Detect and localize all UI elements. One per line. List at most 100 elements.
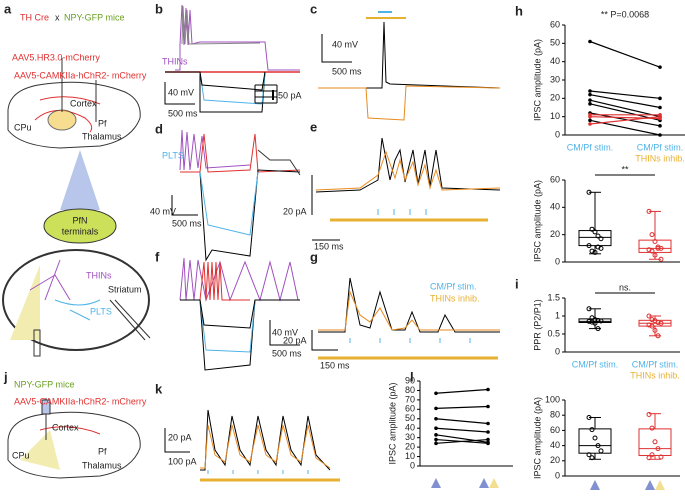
point — [434, 406, 438, 411]
panel-label: j — [3, 369, 8, 384]
point — [592, 320, 598, 326]
legend-entry: CM/Pf stim. — [430, 281, 477, 291]
point — [588, 98, 592, 102]
point — [652, 239, 658, 244]
point — [588, 122, 592, 126]
panel-label: c — [310, 1, 317, 16]
label: Pf — [98, 446, 107, 456]
label: x — [55, 12, 60, 22]
scale-label: 20 pA — [168, 432, 192, 442]
point — [658, 454, 664, 460]
y-tick-label: 60 — [405, 404, 415, 414]
point — [646, 411, 652, 417]
pair-line — [435, 418, 489, 425]
y-tick-label: 0 — [555, 129, 560, 139]
y-axis-label: IPSC amplitude (pA) — [387, 382, 397, 464]
scale-label: 500 ms — [272, 348, 302, 358]
label: NPY-GFP mice — [64, 12, 125, 22]
y-tick-label: 20 — [550, 93, 560, 103]
point — [595, 326, 601, 332]
point — [652, 327, 658, 333]
point — [649, 323, 655, 329]
y-tick-label: 0 — [555, 346, 560, 356]
x-tick-label: CM/Pf stim. — [567, 142, 614, 152]
y-tick-label: 70 — [405, 394, 415, 404]
point — [486, 430, 490, 434]
panel-label: l — [410, 369, 414, 384]
point — [649, 232, 655, 238]
point — [588, 118, 592, 123]
panel-label: f — [155, 249, 160, 264]
point — [658, 245, 664, 251]
scale-label: 40 mV — [168, 87, 194, 97]
y-tick-label: 1.5 — [547, 292, 560, 302]
point — [592, 435, 598, 441]
scale-label: 500 ms — [332, 66, 362, 76]
point — [592, 229, 598, 235]
y-tick-label: 0 — [555, 470, 560, 480]
y-tick-label: 40 — [405, 423, 415, 433]
point — [598, 236, 604, 242]
annotation: ** — [621, 164, 629, 174]
pair-line — [589, 116, 661, 125]
label: THINs — [86, 270, 112, 280]
y-tick-label: 20 — [550, 455, 560, 465]
point — [646, 455, 652, 461]
y-tick-label: 0 — [555, 256, 560, 266]
label: THINs — [162, 56, 188, 66]
y-tick-label: 0 — [410, 460, 415, 470]
label: CPu — [14, 122, 32, 132]
point — [434, 437, 438, 442]
pair-line — [589, 40, 661, 68]
pair-line — [589, 90, 661, 99]
y-tick-label: 0.5 — [547, 328, 560, 338]
point — [598, 245, 604, 251]
point — [658, 256, 664, 262]
point — [586, 452, 592, 458]
label: TH Cre — [20, 12, 49, 22]
label: Thalamus — [82, 460, 122, 470]
y-tick-label: 10 — [550, 111, 560, 121]
point — [586, 414, 592, 420]
pair-line — [435, 405, 489, 409]
panel-label: e — [310, 119, 317, 134]
point — [589, 455, 595, 461]
traces — [311, 137, 501, 241]
panel-label: k — [155, 381, 163, 396]
panel-label: d — [155, 121, 163, 136]
label: Thalamus — [82, 131, 122, 141]
point — [434, 391, 438, 396]
point — [588, 39, 592, 44]
x-tick-label: THINs inhib. — [630, 370, 680, 380]
scale-label: 50 pA — [278, 90, 302, 100]
box — [578, 428, 612, 454]
pair-line — [435, 388, 489, 394]
panel-label: b — [155, 1, 163, 16]
pair-line — [589, 99, 661, 118]
point — [649, 248, 655, 254]
point — [595, 233, 601, 239]
scale-label: 20 pA — [283, 206, 307, 216]
label: AAV5.HR3.0-mCherry — [12, 52, 100, 62]
y-tick-label: 60 — [550, 425, 560, 435]
point — [658, 114, 662, 119]
point — [486, 441, 490, 446]
y-tick-label: 20 — [405, 441, 415, 451]
scale-label: 500 ms — [168, 108, 198, 118]
point — [595, 443, 601, 449]
point — [595, 317, 601, 323]
point — [586, 189, 592, 195]
point — [658, 124, 662, 128]
label: NPY-GFP mice — [14, 379, 75, 389]
box — [638, 428, 672, 456]
traces — [164, 4, 300, 113]
pair-line — [435, 438, 489, 444]
point — [434, 426, 438, 431]
point — [649, 452, 655, 458]
stim-markers — [431, 478, 665, 490]
scale-label: 150 ms — [314, 241, 344, 251]
y-axis-label: PPR (P2/P1) — [532, 299, 542, 351]
traces — [318, 11, 501, 121]
scale-label: 40 mV — [150, 206, 176, 216]
scale-label: 40 mV — [272, 327, 298, 337]
